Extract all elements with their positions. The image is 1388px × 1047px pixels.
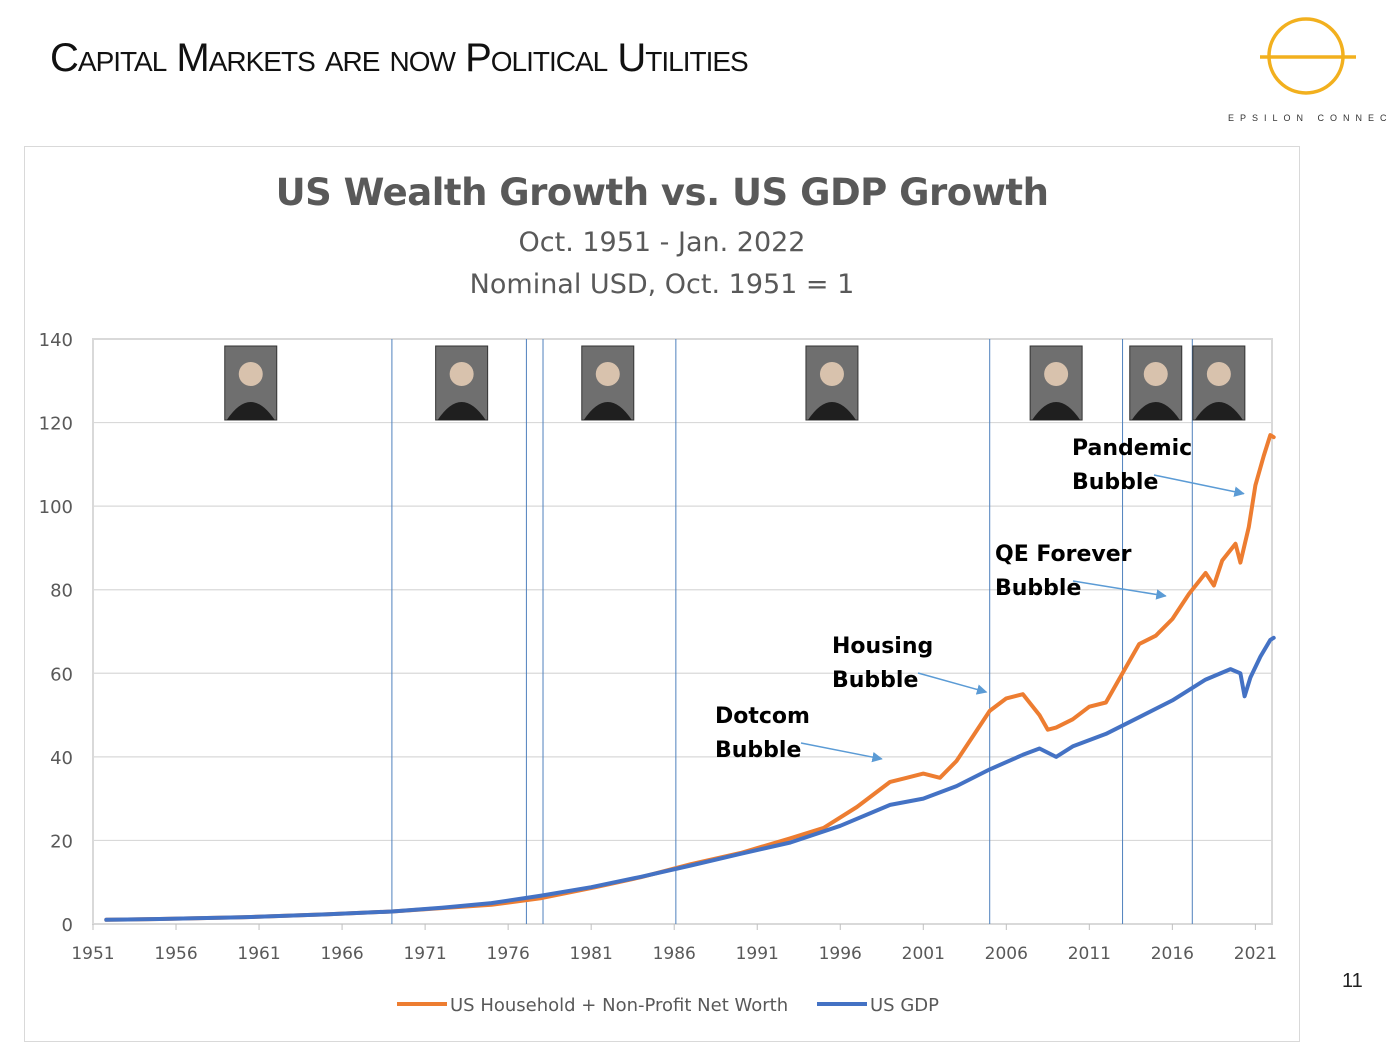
- x-tick-label: 1966: [320, 944, 363, 964]
- y-tick-label: 0: [62, 915, 73, 936]
- portrait-head: [819, 362, 844, 386]
- fed-chair-portrait: [581, 345, 635, 421]
- legend-item: US Household + Non-Profit Net Worth: [397, 995, 788, 1016]
- x-tick-label: 1996: [819, 944, 862, 964]
- annotation-label: Housing: [832, 634, 933, 659]
- annotation-label: Dotcom: [715, 704, 810, 729]
- fed-chair-portrait: [224, 345, 278, 421]
- annotation-label: QE Forever: [995, 542, 1132, 567]
- legend-label: US GDP: [870, 995, 939, 1016]
- fed-chair-portrait: [1192, 345, 1246, 421]
- legend-item: US GDP: [817, 995, 939, 1016]
- portrait-head: [238, 362, 263, 386]
- portrait-body: [807, 402, 856, 420]
- y-tick-label: 120: [39, 414, 73, 435]
- fed-chair-portrait: [1029, 345, 1083, 421]
- x-tick-label: 2001: [902, 944, 945, 964]
- x-tick-label: 1971: [403, 944, 446, 964]
- logo-text: EPSILON CONNECT: [1228, 113, 1388, 123]
- annotation-label: Bubble: [832, 668, 918, 693]
- x-tick-label: 1991: [736, 944, 779, 964]
- epsilon-connect-logo: [1260, 17, 1356, 95]
- line-chart: 0 20 40 60 80 100 120 140 1951 1956 1961 1966 1971 19…: [39, 330, 1277, 1016]
- portrait-body: [1194, 402, 1243, 420]
- portrait-head: [1143, 362, 1168, 386]
- x-tick-label: 2016: [1151, 944, 1194, 964]
- plot-area-border: [92, 338, 1273, 925]
- annotation-label: Bubble: [1072, 470, 1158, 495]
- y-tick-label: 140: [39, 330, 73, 351]
- series-line: [104, 635, 1276, 922]
- legend-label: US Household + Non-Profit Net Worth: [450, 995, 788, 1016]
- x-tick-label: 1961: [237, 944, 280, 964]
- portrait-head: [1044, 362, 1069, 386]
- annotation-label: Bubble: [995, 576, 1081, 601]
- bubble-annotation: Pandemic Bubble: [1072, 436, 1245, 497]
- annotation-label: Pandemic: [1072, 436, 1192, 461]
- y-tick-label: 40: [50, 748, 73, 769]
- portrait-body: [583, 402, 632, 420]
- series-line: [104, 433, 1276, 922]
- portrait-body: [1131, 402, 1180, 420]
- slide-title: Capital Markets are now Political Utilit…: [50, 36, 749, 80]
- chart-subtitle-units: Nominal USD, Oct. 1951 = 1: [469, 269, 855, 300]
- portrait-head: [595, 362, 620, 386]
- y-tick-label: 60: [50, 664, 73, 685]
- portrait-head: [449, 362, 474, 386]
- x-tick-label: 2011: [1068, 944, 1111, 964]
- chart-subtitle-date-range: Oct. 1951 - Jan. 2022: [518, 227, 806, 258]
- x-tick-label: 1976: [487, 944, 530, 964]
- y-tick-label: 100: [39, 497, 73, 518]
- portrait-head: [1206, 362, 1231, 386]
- fed-chair-portrait: [805, 345, 859, 421]
- annotation-arrow: [917, 672, 988, 695]
- fed-chair-portrait: [435, 345, 489, 421]
- x-tick-label: 1951: [71, 944, 114, 964]
- bubble-annotation: Housing Bubble: [832, 634, 988, 695]
- portrait-body: [437, 402, 486, 420]
- x-tick-label: 1986: [653, 944, 696, 964]
- annotation-label: Bubble: [715, 738, 801, 763]
- x-tick-label: 2021: [1234, 944, 1277, 964]
- portrait-body: [1032, 402, 1081, 420]
- annotation-arrow: [1153, 474, 1245, 497]
- x-tick-label: 2006: [985, 944, 1028, 964]
- fed-chair-portrait: [1129, 345, 1183, 421]
- page-number: 11: [1342, 970, 1363, 992]
- y-tick-label: 20: [50, 831, 73, 852]
- bubble-annotation: Dotcom Bubble: [715, 704, 883, 763]
- annotation-arrow: [800, 742, 883, 763]
- x-tick-label: 1981: [570, 944, 613, 964]
- y-tick-label: 80: [50, 581, 73, 602]
- chart-title: US Wealth Growth vs. US GDP Growth: [275, 171, 1049, 214]
- annotation-arrow: [1072, 580, 1167, 600]
- portrait-body: [226, 402, 275, 420]
- x-tick-label: 1956: [154, 944, 197, 964]
- chart-panel: US Wealth Growth vs. US GDP Growth Oct. …: [24, 146, 1300, 1042]
- bubble-annotation: QE Forever Bubble: [995, 542, 1167, 601]
